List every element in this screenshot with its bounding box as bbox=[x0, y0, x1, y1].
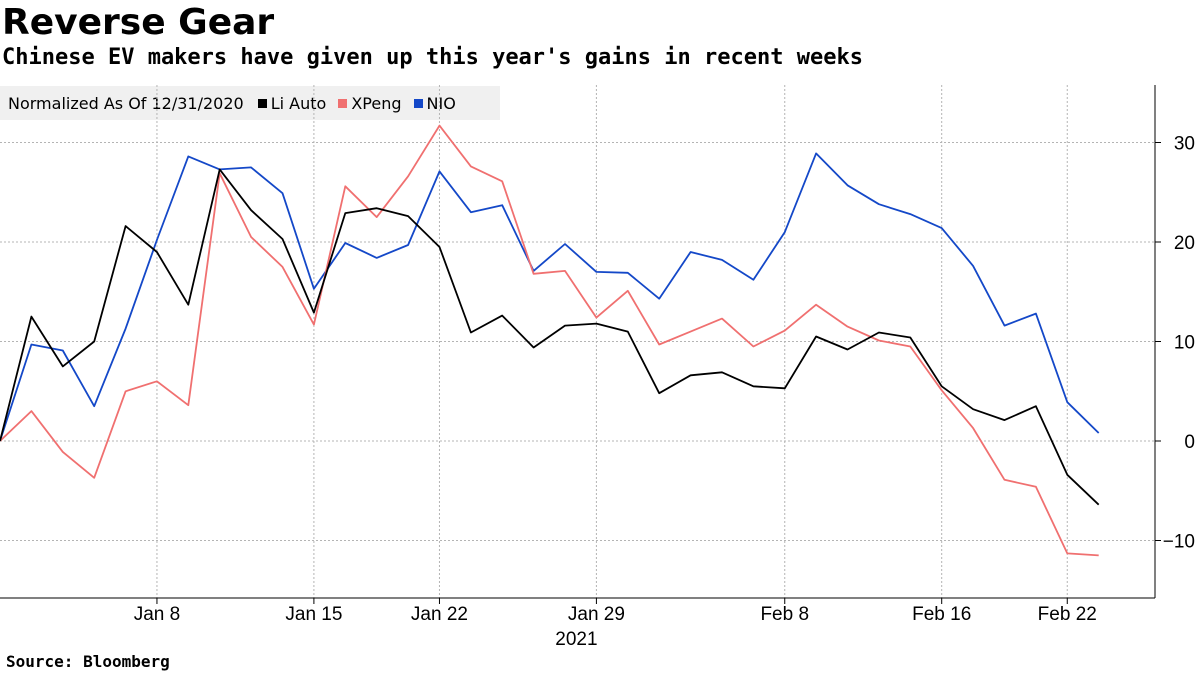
legend-swatch-li-auto bbox=[257, 98, 267, 108]
gridlines bbox=[0, 85, 1155, 598]
legend-swatch-xpeng bbox=[338, 98, 348, 108]
source-note: Source: Bloomberg bbox=[6, 652, 170, 671]
series-lines bbox=[0, 124, 1100, 557]
x-axis-label: 2021 bbox=[555, 629, 597, 650]
x-tick-label: Jan 8 bbox=[134, 604, 180, 625]
series-line-xpeng bbox=[0, 124, 1099, 557]
y-tick-label: 30 bbox=[1174, 134, 1195, 155]
y-tick-label: 0 bbox=[1184, 432, 1195, 453]
y-tick-label: 20 bbox=[1174, 233, 1195, 254]
x-tick-label: Jan 29 bbox=[568, 604, 625, 625]
y-tick-label: 10 bbox=[1174, 333, 1195, 354]
x-tick-label: Feb 8 bbox=[760, 604, 809, 625]
chart-title: Reverse Gear bbox=[2, 2, 275, 43]
legend-label: Normalized As Of 12/31/2020 bbox=[8, 93, 244, 113]
y-tick-label: −10 bbox=[1163, 532, 1195, 553]
chart-subtitle: Chinese EV makers have given up this yea… bbox=[2, 45, 863, 70]
legend-text-li-auto: Li Auto bbox=[270, 93, 327, 113]
legend: Normalized As Of 12/31/2020 Li Auto XPen… bbox=[0, 86, 500, 120]
x-tick-label: Jan 22 bbox=[411, 604, 468, 625]
legend-text-nio: NIO bbox=[426, 93, 456, 113]
axes bbox=[0, 85, 1161, 604]
legend-item-xpeng: XPeng bbox=[338, 93, 402, 113]
legend-item-nio: NIO bbox=[413, 93, 456, 113]
x-tick-label: Jan 15 bbox=[285, 604, 342, 625]
legend-swatch-nio bbox=[413, 98, 423, 108]
x-tick-label: Feb 16 bbox=[912, 604, 971, 625]
tick-labels: −10 0 10 20 30 Jan 8 Jan 15 Jan 22 Jan 29 Feb 8 Fe… bbox=[134, 134, 1195, 651]
series-line-nio bbox=[0, 152, 1100, 442]
x-tick-label: Feb 22 bbox=[1038, 604, 1097, 625]
series-line-li-auto bbox=[0, 168, 1100, 506]
legend-item-li-auto: Li Auto bbox=[257, 93, 327, 113]
legend-text-xpeng: XPeng bbox=[351, 93, 402, 113]
